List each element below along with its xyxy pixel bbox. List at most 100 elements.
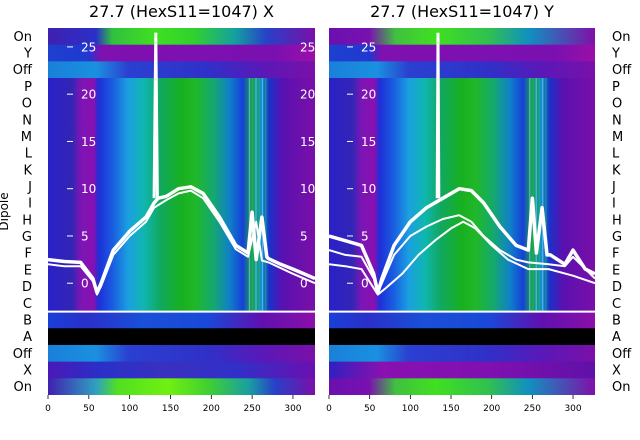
x-tick-label: 50 [83, 404, 95, 414]
heatmap-cells [329, 28, 595, 395]
overlay-y-tick-label-edge: 20 [300, 88, 315, 102]
heatmap-row-h [48, 211, 315, 229]
row-label-y: Y [23, 47, 32, 62]
overlay-y-tick-label-edge: 15 [300, 135, 315, 149]
overlay-y-tick-label: 20 [361, 88, 376, 102]
heatmap-row-off [329, 61, 595, 79]
heatmap-row-on [48, 28, 315, 46]
overlay-y-tick-label-edge: 25 [300, 40, 315, 54]
overlay-y-tick-label: 0 [361, 277, 369, 291]
heatmap-cells [48, 28, 315, 395]
heatmap-row-on [329, 378, 595, 395]
x-tick-label: 300 [564, 404, 581, 414]
row-label-j: J [27, 180, 32, 195]
row-label-y: Y [611, 47, 620, 62]
row-label-off: Off [13, 63, 33, 78]
row-label-g: G [612, 230, 622, 245]
overlay-y-tick-label-edge: 0 [300, 277, 308, 291]
y-axis-label: Dipole [0, 192, 11, 230]
row-label-i: I [612, 197, 616, 212]
row-label-x: X [23, 363, 32, 378]
x-tick-label: 200 [203, 404, 220, 414]
heatmap-panel-x: 27.7 (HexS11=1047) XOnYOffPONMLKJIHGFEDC… [0, 2, 315, 414]
heatmap-row-l [329, 144, 595, 163]
row-label-b: B [23, 313, 32, 328]
row-label-j: J [611, 180, 616, 195]
row-label-x: X [612, 363, 621, 378]
row-label-f: F [25, 247, 32, 262]
overlay-y-tick-label: 25 [361, 40, 376, 54]
heatmap-row-m [48, 128, 315, 146]
row-label-k: K [23, 163, 32, 178]
overlay-y-tick-label: 15 [361, 135, 376, 149]
overlay-lines [48, 32, 315, 296]
heatmap-row-y [329, 44, 595, 62]
overlay-spike [152, 32, 159, 199]
x-tick-label: 250 [524, 404, 541, 414]
chart-title: 27.7 (HexS11=1047) X [89, 2, 274, 21]
heatmap-row-k [48, 161, 315, 179]
row-label-on: On [14, 30, 32, 45]
heatmap-row-off [48, 61, 315, 79]
row-label-c: C [612, 297, 621, 312]
heatmap-row-k [329, 161, 595, 179]
row-label-f: F [612, 247, 619, 262]
heatmap-row-p [48, 78, 315, 96]
x-tick-label: 100 [121, 404, 138, 414]
heatmap-row-n [329, 111, 595, 129]
heatmap-row-y [48, 44, 315, 62]
heatmap-row-h [329, 211, 595, 229]
overlay-lines [329, 32, 595, 296]
overlay-y-tick-label: 10 [81, 182, 96, 196]
x-tick-label: 300 [284, 404, 301, 414]
heatmap-row-a [48, 328, 315, 346]
overlay-y-tick-label: 5 [361, 229, 369, 243]
heatmap-row-b [329, 311, 595, 329]
row-label-l: L [612, 147, 620, 162]
x-tick-label: 150 [442, 404, 459, 414]
overlay-y-tick-label-edge: 5 [300, 229, 308, 243]
row-label-p: P [612, 80, 620, 95]
flagged-channel-streak [255, 78, 257, 312]
row-label-off: Off [13, 347, 33, 362]
heatmap-row-i [48, 194, 315, 213]
heatmap-row-d [48, 278, 315, 296]
row-label-off: Off [612, 347, 632, 362]
row-label-m: M [21, 130, 32, 145]
row-label-o: O [22, 97, 32, 112]
heatmap-panel-y: 27.7 (HexS11=1047) YOnYOffPONMLKJIHGFEDC… [326, 2, 632, 414]
overlay-y-tick-label: 5 [81, 229, 89, 243]
row-label-n: N [22, 113, 32, 128]
flagged-channel-streak [248, 78, 251, 312]
row-label-o: O [612, 97, 622, 112]
heatmap-row-i [329, 194, 595, 213]
row-label-d: D [612, 280, 622, 295]
flagged-channel-streak [261, 78, 264, 312]
heatmap-row-off [329, 344, 595, 363]
flagged-channel-streak [265, 78, 267, 312]
row-label-a: A [612, 330, 621, 345]
row-label-p: P [24, 80, 32, 95]
flagged-channel-streak [532, 78, 534, 312]
heatmap-row-on [48, 378, 315, 395]
row-label-on: On [14, 380, 32, 395]
row-label-n: N [612, 113, 622, 128]
flagged-channel-streak [258, 78, 260, 312]
flagged-channel-streak [252, 78, 254, 312]
overlay-y-tick-label: 0 [81, 277, 89, 291]
x-tick-label: 250 [244, 404, 261, 414]
flagged-channel-streak [529, 78, 531, 312]
x-tick-label: 100 [402, 404, 419, 414]
overlay-y-tick-label-edge: 10 [300, 182, 315, 196]
heatmap-row-f [48, 244, 315, 263]
flagged-channel-streak [538, 78, 541, 312]
overlay-y-tick-label: 20 [81, 88, 96, 102]
row-label-a: A [23, 330, 32, 345]
heatmap-row-n [48, 111, 315, 129]
overlay-y-tick-label: 15 [81, 135, 96, 149]
heatmap-row-g [329, 228, 595, 246]
row-label-i: I [28, 197, 32, 212]
overlay-spike [435, 32, 441, 199]
row-label-h: H [612, 213, 622, 228]
row-label-m: M [612, 130, 623, 145]
